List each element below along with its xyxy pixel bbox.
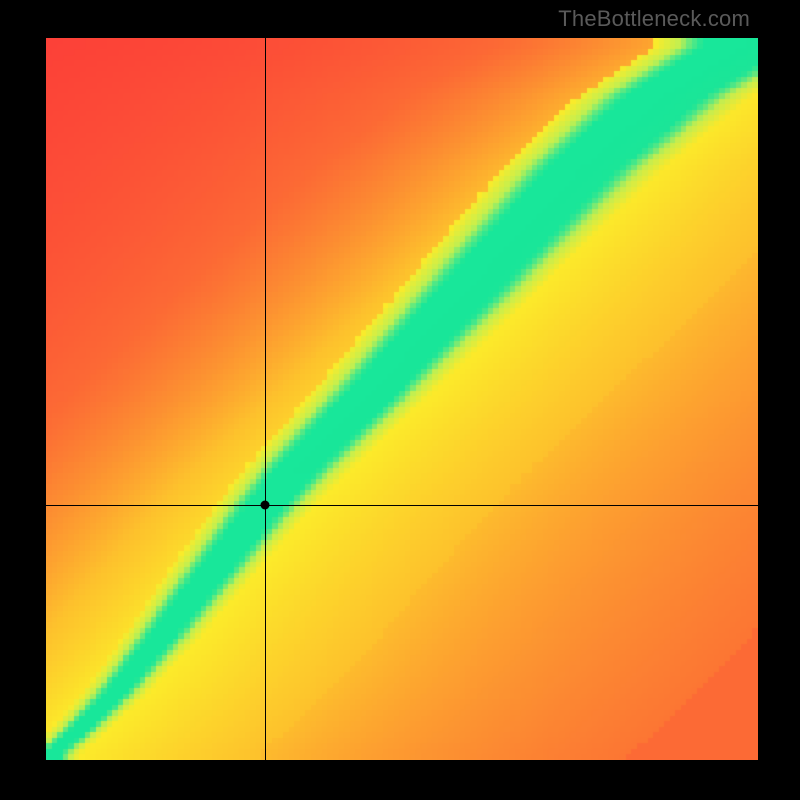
attribution-text: TheBottleneck.com <box>558 6 750 32</box>
marker-dot <box>260 501 269 510</box>
bottleneck-heatmap <box>46 38 758 760</box>
heatmap-canvas <box>46 38 758 760</box>
crosshair-horizontal <box>46 505 758 506</box>
crosshair-vertical <box>265 38 266 760</box>
outer-frame: TheBottleneck.com <box>0 0 800 800</box>
